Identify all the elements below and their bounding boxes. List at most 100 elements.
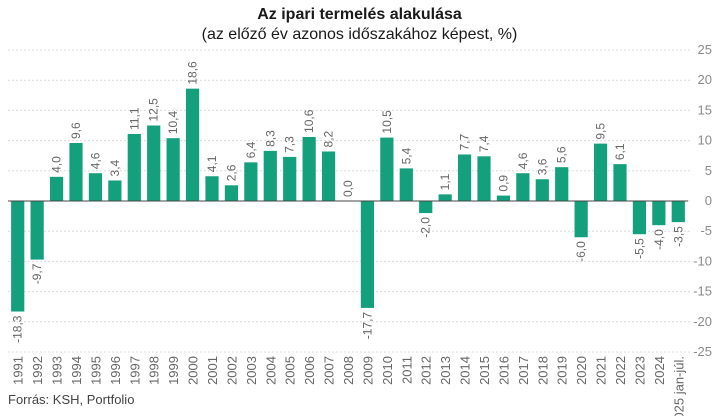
chart-subtitle: (az előző év azonos időszakához képest, … — [201, 26, 518, 43]
x-tick-label: 2017 — [516, 356, 531, 385]
x-tick-label: 2025 jan-júl. — [671, 356, 686, 416]
x-tick-label: 2012 — [419, 356, 434, 385]
bar — [244, 162, 258, 201]
data-label: 4,0 — [50, 156, 64, 173]
bar — [574, 201, 588, 238]
bar — [321, 151, 336, 201]
data-label: -3,5 — [671, 226, 685, 247]
data-label: 7,4 — [477, 135, 491, 152]
y-tick-label: 20 — [698, 72, 712, 87]
data-label: 6,1 — [613, 143, 627, 160]
x-tick-label: 2022 — [613, 356, 628, 385]
x-tick-label: 2008 — [341, 356, 356, 385]
x-tick-label: 2007 — [322, 356, 337, 385]
y-axis-ticks: -25 -20 -15 -10 -5 0 5 10 15 20 25 — [693, 42, 712, 359]
bar — [613, 164, 627, 201]
bar — [205, 176, 219, 201]
bar — [30, 201, 44, 260]
data-label: -2,0 — [419, 217, 433, 238]
data-label: 10,5 — [380, 110, 394, 134]
gridlines — [8, 49, 692, 353]
y-tick-label: 25 — [698, 42, 712, 57]
bar — [166, 138, 180, 201]
x-tick-label: 2014 — [458, 356, 473, 385]
x-tick-label: 2000 — [186, 356, 201, 385]
data-label: 4,6 — [516, 152, 530, 169]
bar — [632, 201, 647, 235]
x-tick-label: 2011 — [399, 356, 414, 384]
data-label: 6,4 — [244, 141, 258, 158]
y-tick-label: 15 — [698, 102, 712, 117]
x-tick-label: 2003 — [244, 356, 259, 385]
x-tick-label: 2010 — [380, 356, 395, 385]
bar — [108, 180, 122, 201]
x-tick-label: 1999 — [166, 356, 181, 385]
bar — [127, 133, 141, 201]
bar — [496, 195, 511, 201]
data-label: -17,7 — [360, 312, 374, 340]
x-tick-label: 2021 — [594, 356, 609, 385]
x-tick-label: 1996 — [108, 356, 123, 385]
bar — [147, 125, 161, 201]
data-label: 0,9 — [496, 175, 510, 192]
x-tick-label: 2005 — [283, 356, 298, 385]
x-tick-label: 2024 — [652, 356, 667, 385]
y-tick-label: -15 — [693, 284, 712, 299]
x-tick-label: 2009 — [360, 356, 375, 385]
bars — [11, 88, 685, 312]
y-tick-label: 10 — [698, 133, 712, 148]
x-tick-label: 2020 — [574, 356, 589, 385]
data-label: 8,2 — [322, 130, 336, 147]
x-tick-label: 2015 — [477, 356, 492, 385]
source-note: Forrás: KSH, Portfolio — [8, 392, 135, 407]
bar — [302, 136, 316, 201]
bar — [88, 173, 103, 201]
x-tick-label: 1998 — [147, 356, 162, 385]
data-label: 10,4 — [166, 111, 180, 135]
data-label: 11,1 — [127, 107, 141, 130]
chart-title: Az ipari termelés alakulása — [257, 6, 462, 23]
bar — [185, 88, 200, 201]
bar — [399, 168, 413, 201]
x-tick-label: 2001 — [205, 356, 220, 385]
x-tick-label: 1997 — [127, 356, 142, 385]
data-label: 9,6 — [69, 122, 83, 139]
bar — [49, 176, 64, 201]
data-label: 5,4 — [399, 147, 413, 164]
data-label: 0,0 — [341, 180, 355, 197]
data-label: 8,3 — [263, 130, 277, 147]
data-label: 1,1 — [438, 173, 452, 190]
bar — [69, 143, 83, 201]
bar — [263, 150, 277, 201]
data-label: -18,3 — [11, 315, 25, 343]
bar — [535, 179, 549, 201]
data-label: 7,3 — [283, 136, 297, 153]
x-tick-label: 2019 — [555, 356, 570, 385]
data-label: 7,7 — [458, 133, 472, 150]
data-label: -6,0 — [574, 241, 588, 262]
data-label: 4,6 — [88, 152, 102, 169]
x-tick-label: 2006 — [302, 356, 317, 385]
data-label: 4,1 — [205, 155, 219, 172]
y-tick-label: -20 — [693, 314, 712, 329]
x-tick-label: 1995 — [88, 356, 103, 385]
data-label: 12,5 — [147, 98, 161, 122]
x-tick-label: 1992 — [30, 356, 45, 385]
y-tick-label: -10 — [693, 253, 712, 268]
bar — [516, 173, 530, 201]
data-label: -5,5 — [632, 238, 646, 259]
data-label: 10,6 — [302, 109, 316, 133]
bar — [652, 201, 666, 226]
bar — [438, 194, 452, 201]
x-tick-label: 2018 — [535, 356, 550, 385]
x-tick-label: 1994 — [69, 356, 84, 385]
y-tick-label: 5 — [705, 163, 712, 178]
x-axis-ticks: 1991 1992 1993 1994 1995 1996 1997 1998 1999 2000… — [11, 356, 687, 416]
bar — [419, 201, 433, 214]
x-tick-label: 1993 — [50, 356, 65, 385]
bar — [477, 156, 491, 201]
bar — [224, 185, 239, 201]
x-tick-label: 1991 — [11, 356, 26, 385]
data-label: -9,7 — [30, 263, 44, 284]
